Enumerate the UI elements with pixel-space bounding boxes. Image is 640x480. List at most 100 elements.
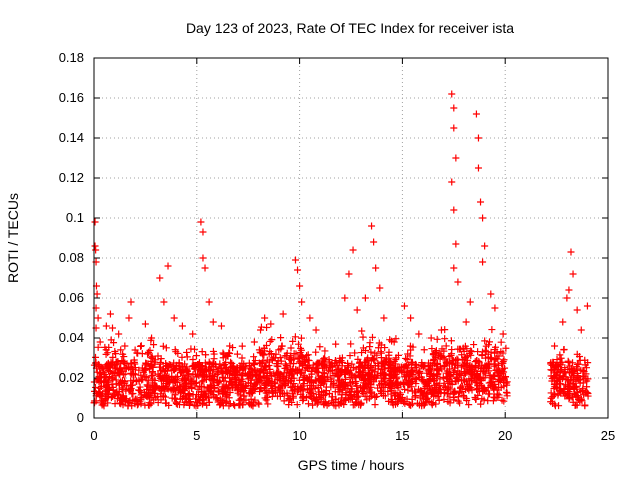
data-point <box>409 400 417 408</box>
data-point <box>169 362 177 370</box>
data-point <box>211 384 219 392</box>
data-point <box>294 266 302 274</box>
data-point <box>109 361 117 369</box>
data-point <box>226 342 234 350</box>
data-point <box>425 359 433 367</box>
data-point <box>367 348 375 356</box>
data-point <box>380 314 388 322</box>
data-point <box>551 342 559 350</box>
data-point <box>257 373 265 381</box>
data-point <box>551 402 559 410</box>
data-point <box>304 400 312 408</box>
y-axis-label: ROTI / TECUs <box>5 193 21 283</box>
data-point <box>170 314 178 322</box>
data-point <box>144 377 152 385</box>
data-point <box>450 394 458 402</box>
data-point <box>346 352 354 360</box>
data-point <box>456 345 464 353</box>
data-point <box>371 393 379 401</box>
data-point <box>158 385 166 393</box>
y-tick-label: 0.14 <box>59 130 84 145</box>
data-point <box>466 298 474 306</box>
data-point <box>115 330 123 338</box>
data-point <box>306 314 314 322</box>
data-point <box>237 395 245 403</box>
data-point <box>481 362 489 370</box>
data-point <box>497 384 505 392</box>
data-point <box>137 342 145 350</box>
data-point <box>190 365 198 373</box>
data-point <box>291 333 299 341</box>
data-point <box>440 347 448 355</box>
data-point <box>433 335 441 343</box>
data-point <box>335 371 343 379</box>
data-point <box>325 400 333 408</box>
data-point <box>352 365 360 373</box>
data-point <box>477 198 485 206</box>
data-point <box>233 350 241 358</box>
data-point <box>117 360 125 368</box>
data-point <box>308 367 316 375</box>
data-point <box>457 383 465 391</box>
data-point <box>196 366 204 374</box>
data-point <box>332 359 340 367</box>
data-point <box>197 393 205 401</box>
y-tick-label: 0.16 <box>59 90 84 105</box>
data-point <box>377 369 385 377</box>
y-tick-label: 0.12 <box>59 170 84 185</box>
data-point <box>362 381 370 389</box>
data-point <box>105 385 113 393</box>
data-point <box>448 178 456 186</box>
data-point <box>164 364 172 372</box>
data-point <box>210 355 218 363</box>
data-point <box>189 378 197 386</box>
data-point <box>277 334 285 342</box>
data-point <box>465 401 473 409</box>
data-point <box>549 393 557 401</box>
data-point <box>92 246 100 254</box>
data-point <box>479 214 487 222</box>
data-point <box>245 390 253 398</box>
data-point <box>298 384 306 392</box>
data-point <box>359 333 367 341</box>
data-point <box>119 350 127 358</box>
chart-title: Day 123 of 2023, Rate Of TEC Index for r… <box>186 20 514 36</box>
data-point <box>263 369 271 377</box>
data-point <box>411 387 419 395</box>
grid-lines <box>94 58 608 418</box>
data-point <box>262 396 270 404</box>
data-point <box>565 383 573 391</box>
data-point <box>276 383 284 391</box>
data-point <box>202 351 210 359</box>
data-point <box>485 341 493 349</box>
data-point <box>385 359 393 367</box>
data-point <box>247 376 255 384</box>
data-point <box>193 379 201 387</box>
data-point <box>127 385 135 393</box>
data-point <box>148 334 156 342</box>
data-point <box>127 360 135 368</box>
data-point <box>404 386 412 394</box>
data-point <box>274 362 282 370</box>
data-point <box>276 370 284 378</box>
data-point <box>474 391 482 399</box>
data-point <box>181 360 189 368</box>
data-point <box>202 392 210 400</box>
data-point <box>156 358 164 366</box>
data-point <box>136 387 144 395</box>
data-point <box>109 324 117 332</box>
data-point <box>112 350 120 358</box>
data-point <box>370 238 378 246</box>
data-point <box>236 391 244 399</box>
data-point <box>222 391 230 399</box>
data-point <box>570 385 578 393</box>
data-point <box>576 379 584 387</box>
data-point <box>223 368 231 376</box>
data-point <box>299 395 307 403</box>
data-point <box>263 324 271 332</box>
data-point <box>237 375 245 383</box>
data-point <box>315 372 323 380</box>
data-point <box>220 377 228 385</box>
data-point <box>340 380 348 388</box>
data-point <box>100 402 108 410</box>
